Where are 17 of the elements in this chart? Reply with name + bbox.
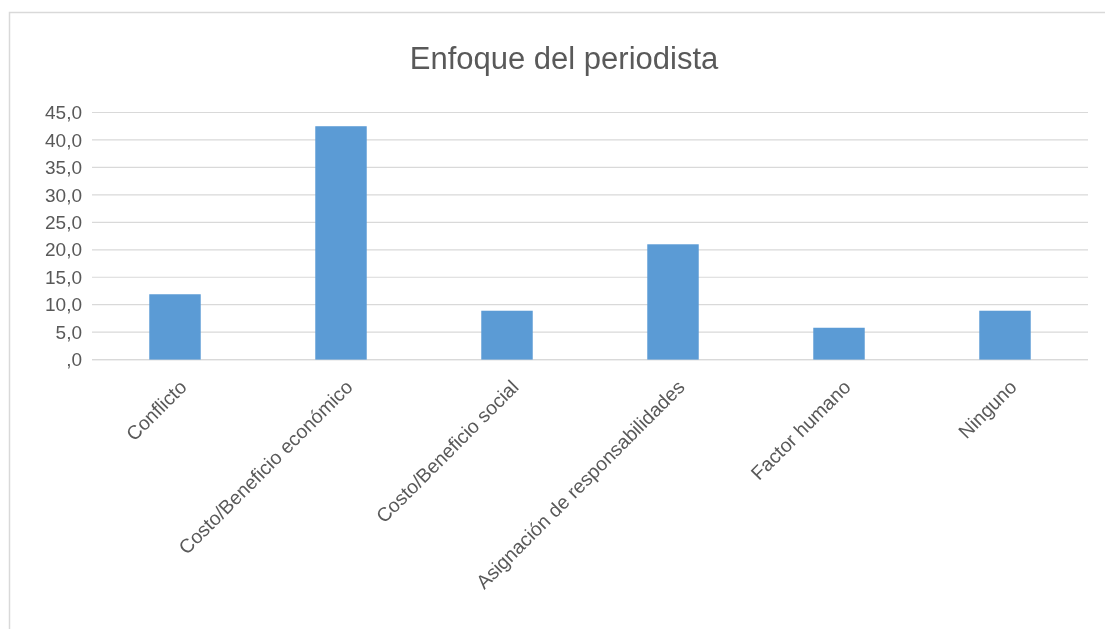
y-tick-label: 15,0 [45, 266, 82, 288]
y-tick-label: 5,0 [55, 321, 82, 343]
bar [979, 310, 1031, 360]
bar [647, 244, 699, 360]
y-tick-label: 45,0 [45, 102, 82, 124]
y-tick-label: 35,0 [45, 157, 82, 179]
bar [149, 294, 201, 360]
chart-title: Enfoque del periodista [409, 41, 719, 76]
bar [813, 327, 865, 360]
bar [315, 126, 367, 360]
y-tick-label: ,0 [66, 349, 82, 371]
y-tick-label: 20,0 [45, 239, 82, 261]
y-tick-label: 40,0 [45, 129, 82, 151]
bar [481, 310, 533, 360]
y-tick-label: 25,0 [45, 211, 82, 233]
y-tick-label: 10,0 [45, 294, 82, 316]
y-tick-label: 30,0 [45, 184, 82, 206]
